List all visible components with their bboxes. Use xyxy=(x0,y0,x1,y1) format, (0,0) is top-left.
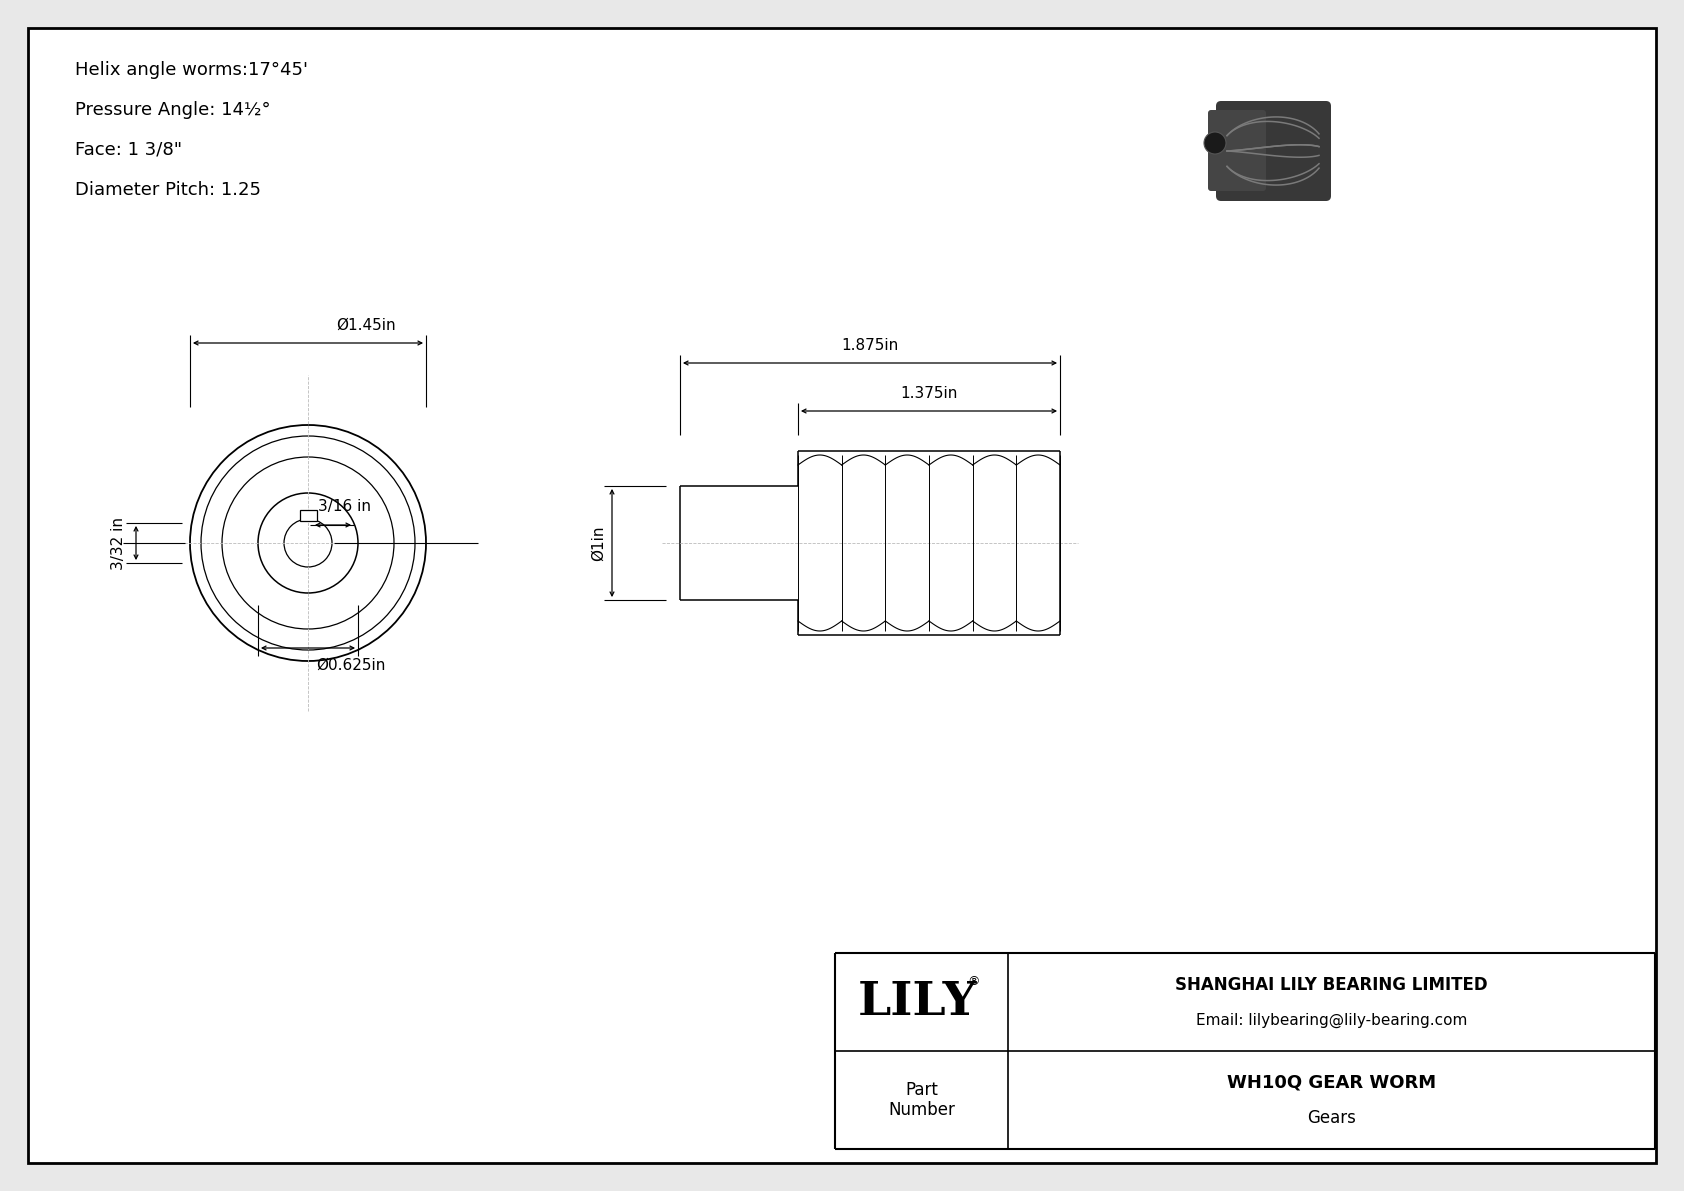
Text: Part
Number: Part Number xyxy=(887,1080,955,1120)
Text: ®: ® xyxy=(968,975,980,989)
Text: LILY: LILY xyxy=(857,979,977,1025)
Text: Gears: Gears xyxy=(1307,1109,1356,1127)
Text: Diameter Pitch: 1.25: Diameter Pitch: 1.25 xyxy=(76,181,261,199)
FancyBboxPatch shape xyxy=(1216,101,1330,201)
Text: Ø1.45in: Ø1.45in xyxy=(337,318,396,333)
Text: Email: lilybearing@lily-bearing.com: Email: lilybearing@lily-bearing.com xyxy=(1196,1012,1467,1028)
Text: WH10Q GEAR WORM: WH10Q GEAR WORM xyxy=(1228,1073,1436,1091)
Bar xyxy=(300,510,317,520)
FancyBboxPatch shape xyxy=(1207,110,1266,191)
Text: SHANGHAI LILY BEARING LIMITED: SHANGHAI LILY BEARING LIMITED xyxy=(1175,975,1487,994)
Text: Helix angle worms:17°45': Helix angle worms:17°45' xyxy=(76,61,308,79)
Text: Ø1in: Ø1in xyxy=(591,525,606,561)
Text: 3/16 in: 3/16 in xyxy=(318,499,370,515)
Text: Face: 1 3/8": Face: 1 3/8" xyxy=(76,141,182,160)
Text: 1.375in: 1.375in xyxy=(901,386,958,401)
Text: Pressure Angle: 14½°: Pressure Angle: 14½° xyxy=(76,101,271,119)
FancyBboxPatch shape xyxy=(29,29,1655,1162)
Text: 3/32 in: 3/32 in xyxy=(111,517,126,569)
Text: 1.875in: 1.875in xyxy=(842,338,899,353)
Circle shape xyxy=(1204,132,1226,154)
Text: Ø0.625in: Ø0.625in xyxy=(317,657,386,673)
